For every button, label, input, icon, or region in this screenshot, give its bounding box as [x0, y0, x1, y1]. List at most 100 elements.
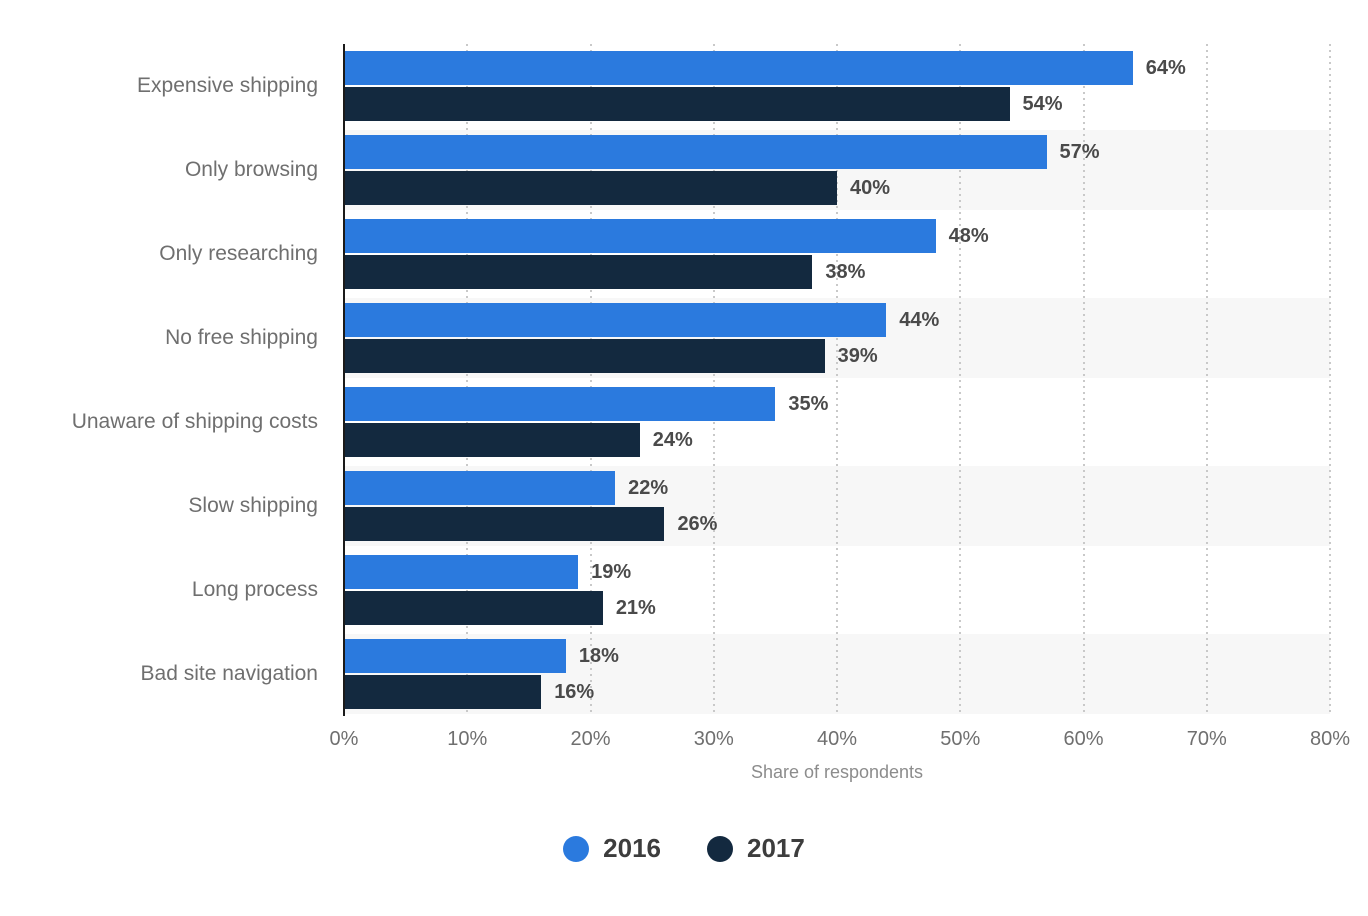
category-row: Bad site navigation 18% 16% [0, 632, 1330, 716]
x-tick-label: 20% [570, 728, 611, 750]
bar-track: 24% [344, 423, 1330, 457]
bar-value-label: 22% [628, 476, 669, 499]
bar-group: 22% 26% [344, 464, 1330, 541]
bar-value-label: 35% [788, 392, 829, 415]
x-axis-title: Share of respondents [750, 762, 924, 782]
row-plot: 48% 38% [344, 212, 1330, 296]
x-tick-label: 70% [1186, 728, 1227, 750]
x-tick-label: 40% [816, 728, 858, 750]
category-row: Slow shipping 22% 26% [0, 464, 1330, 548]
bar-2017[interactable] [344, 87, 1010, 121]
category-row: Unaware of shipping costs 35% 24% [0, 380, 1330, 464]
x-tick-labels: 0% 10% 20% 30% 40% 50% 60% 70% 80% [330, 728, 1350, 752]
bar-2017[interactable] [344, 507, 665, 541]
bar-group: 35% 24% [344, 380, 1330, 457]
row-plot: 22% 26% [344, 464, 1330, 548]
x-tick-label: 30% [693, 728, 734, 750]
row-plot: 57% 40% [344, 128, 1330, 212]
bar-value-label: 38% [825, 260, 866, 283]
bar-track: 22% [344, 471, 1330, 505]
legend-item-2016[interactable]: 2016 [563, 833, 661, 864]
legend-dot-icon [563, 835, 590, 862]
bar-value-label: 16% [554, 680, 595, 703]
x-tick-label: 10% [447, 728, 488, 750]
bar-value-label: 18% [578, 644, 619, 667]
legend-dot-icon [707, 835, 733, 862]
bar-track: 57% [344, 135, 1330, 169]
bar-2017[interactable] [344, 423, 640, 457]
category-label: Long process [191, 578, 318, 601]
x-tick-label: 50% [940, 728, 981, 750]
category-label: Slow shipping [188, 494, 318, 517]
bar-2016[interactable] [344, 639, 566, 673]
x-tick-label: 80% [1309, 728, 1351, 750]
bar-track: 16% [344, 675, 1330, 709]
category-row: Only browsing 57% 40% [0, 128, 1330, 212]
bar-2016[interactable] [344, 51, 1133, 85]
bar-group: 19% 21% [344, 548, 1330, 625]
category-label: Expensive shipping [137, 74, 318, 97]
bar-track: 54% [344, 87, 1330, 121]
bar-track: 40% [344, 171, 1330, 205]
category-label: Only browsing [184, 158, 318, 181]
bar-value-label: 39% [837, 344, 878, 367]
category-row: No free shipping 44% 39% [0, 296, 1330, 380]
bar-value-label: 21% [615, 596, 656, 619]
bar-track: 64% [344, 51, 1330, 85]
category-label: No free shipping [165, 326, 318, 349]
category-label: Only researching [159, 242, 318, 265]
row-plot: 19% 21% [344, 548, 1330, 632]
bar-group: 64% 54% [344, 44, 1330, 121]
y-axis-line [343, 44, 345, 716]
row-plot: 64% 54% [344, 44, 1330, 128]
category-label: Unaware of shipping costs [71, 410, 318, 433]
bar-track: 26% [344, 507, 1330, 541]
bar-2016[interactable] [344, 471, 616, 505]
legend: 2016 2017 [0, 833, 1368, 864]
bar-2017[interactable] [344, 591, 603, 625]
bar-value-label: 40% [850, 176, 891, 199]
bar-track: 35% [344, 387, 1330, 421]
category-rows: Expensive shipping 64% 54% Only browsing 57%… [0, 44, 1330, 716]
bar-2016[interactable] [344, 303, 887, 337]
legend-label: 2017 [747, 833, 805, 863]
bar-group: 18% 16% [344, 632, 1330, 709]
bar-2017[interactable] [344, 255, 813, 289]
row-plot: 44% 39% [344, 296, 1330, 380]
x-axis: 0% 10% 20% 30% 40% 50% 60% 70% 80% Share of resp… [330, 728, 1350, 783]
row-plot: 35% 24% [344, 380, 1330, 464]
bar-2017[interactable] [344, 339, 825, 373]
bar-track: 18% [344, 639, 1330, 673]
legend-label: 2016 [603, 833, 661, 863]
legend-item-2017[interactable]: 2017 [707, 833, 805, 864]
bar-value-label: 19% [591, 560, 632, 583]
bar-track: 38% [344, 255, 1330, 289]
bar-value-label: 57% [1059, 140, 1100, 163]
bar-2016[interactable] [344, 135, 1047, 169]
bar-value-label: 44% [899, 308, 940, 331]
x-tick-label: 60% [1063, 728, 1104, 750]
category-row: Long process 19% 21% [0, 548, 1330, 632]
bar-2017[interactable] [344, 675, 542, 709]
category-row: Expensive shipping 64% 54% [0, 44, 1330, 128]
bar-track: 19% [344, 555, 1330, 589]
bar-track: 39% [344, 339, 1330, 373]
category-label: Bad site navigation [140, 662, 318, 685]
bar-2016[interactable] [344, 387, 776, 421]
bar-group: 57% 40% [344, 128, 1330, 205]
x-tick-label: 0% [329, 728, 359, 750]
bar-2016[interactable] [344, 219, 936, 253]
bar-group: 48% 38% [344, 212, 1330, 289]
bar-value-label: 48% [948, 224, 989, 247]
bar-value-label: 26% [677, 512, 718, 535]
bar-track: 48% [344, 219, 1330, 253]
row-plot: 18% 16% [344, 632, 1330, 716]
bar-value-label: 54% [1022, 92, 1063, 115]
bar-2017[interactable] [344, 171, 837, 205]
bar-track: 44% [344, 303, 1330, 337]
bar-value-label: 24% [652, 428, 693, 451]
bar-value-label: 64% [1145, 56, 1186, 79]
bar-group: 44% 39% [344, 296, 1330, 373]
bar-2016[interactable] [344, 555, 579, 589]
